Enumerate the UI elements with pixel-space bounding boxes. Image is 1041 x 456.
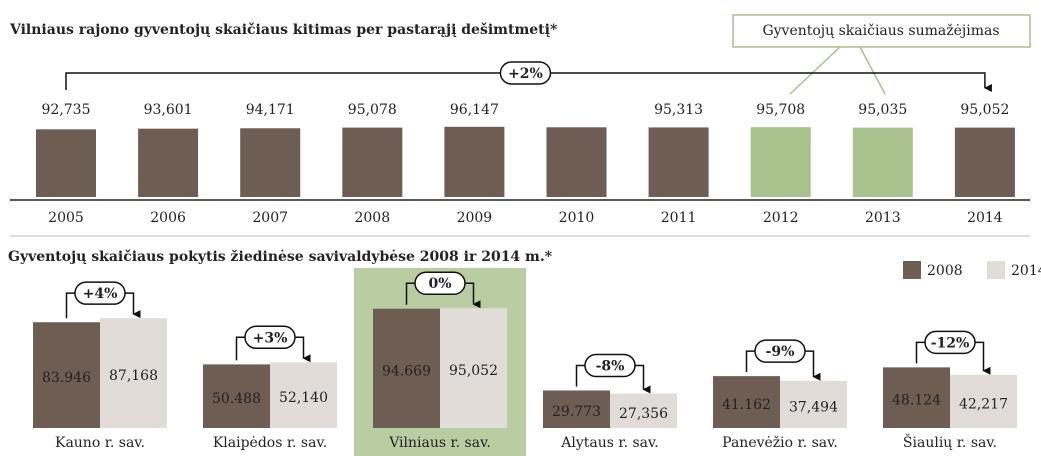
x-tick-label: 2006 [150,210,186,226]
bar [543,390,610,428]
legend-label: 2008 [927,263,963,279]
annotation-pill [924,330,976,355]
bar [883,367,950,428]
x-tick-label: 2013 [865,210,901,226]
annotation-pill [754,339,806,363]
value-label: 95,035 [858,102,907,118]
x-tick-label: 2014 [967,210,1003,226]
bar [100,318,167,428]
x-tick-label: Klaipėdos r. sav. [213,435,327,451]
bar [750,127,811,197]
callout-text: Gyventojų skaičiaus sumažėjimas [762,23,999,39]
value-label: 95,052 [449,363,498,379]
bar [373,308,440,428]
bar [203,364,270,428]
x-tick-label: Panevėžio r. sav. [722,435,838,451]
annotation: 0% [428,276,451,292]
annotation: -9% [766,344,795,360]
bar [240,128,301,197]
x-tick-label: 2010 [559,210,595,226]
bar [444,126,505,197]
chart-title: Gyventojų skaičiaus pokytis žiedinėse sa… [8,249,553,265]
value-label: 95,078 [348,102,397,118]
value-label: 50.488 [212,391,261,407]
value-label: 27,356 [619,406,668,422]
value-label: 95,708 [756,102,805,118]
x-tick-label: Alytaus r. sav. [560,435,658,451]
bar [610,393,677,428]
legend-swatch [987,261,1005,279]
value-label: 41.162 [722,397,771,413]
annotation-pill [244,325,296,350]
annotation-pill [584,353,636,378]
bar [33,322,100,428]
annotation: +2% [508,66,543,82]
value-label: 92,735 [42,102,91,118]
callout-arrow [789,46,841,95]
bar [342,127,403,197]
bar [852,127,913,197]
value-label: 95,052 [960,102,1009,118]
value-label: 48.124 [892,393,941,409]
bar [950,374,1017,428]
value-label: 95,313 [654,102,703,118]
x-tick-label: 2005 [48,210,84,226]
annotation: +3% [253,330,288,346]
x-tick-label: 2009 [457,210,493,226]
x-tick-label: 2007 [252,210,288,226]
callout-arrow [859,46,886,95]
x-tick-label: 2008 [354,210,390,226]
value-label: 29.773 [552,404,601,420]
bar [440,308,507,428]
bar [648,127,709,197]
value-label: 94.669 [382,363,431,379]
bar [138,128,199,197]
annotation: +4% [83,286,118,302]
x-tick-label: Šiaulių r. sav. [903,433,997,451]
legend-swatch [903,261,921,279]
value-label: 93,601 [144,102,193,118]
x-tick-label: Kauno r. sav. [55,435,145,451]
value-label: 94,171 [246,102,295,118]
annotation: -8% [596,358,625,374]
x-tick-label: Vilniaus r. sav. [388,435,491,451]
value-label: 42,217 [959,396,1008,412]
bar [546,127,607,197]
x-tick-label: 2011 [661,210,697,226]
legend-label: 2014 [1011,263,1041,279]
value-label: 37,494 [789,399,838,415]
value-label: 83.946 [42,370,91,386]
value-label: 96,147 [450,102,499,118]
bar [713,376,780,428]
x-tick-label: 2012 [763,210,799,226]
annotation-pill [74,281,126,305]
value-label: 52,140 [279,390,328,406]
bar [270,362,337,428]
callout-box [732,14,1031,48]
annotation: -12% [931,335,970,351]
annotation-pill [499,61,552,85]
bar [36,129,96,197]
bar [954,127,1015,197]
chart-title: Vilniaus rajono gyventojų skaičiaus kiti… [9,22,558,38]
annotation-pill [414,271,466,295]
value-label: 87,168 [109,368,158,384]
bar [780,380,847,428]
